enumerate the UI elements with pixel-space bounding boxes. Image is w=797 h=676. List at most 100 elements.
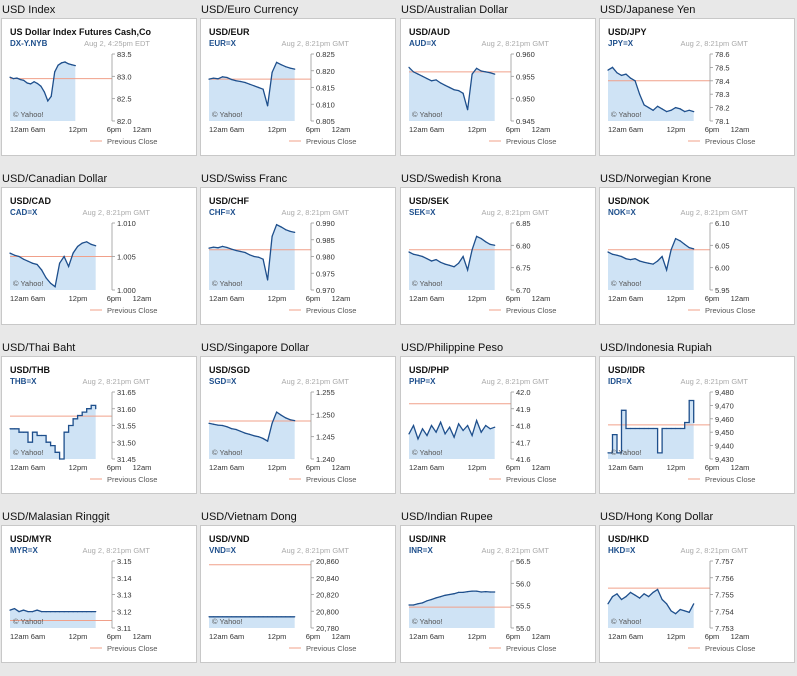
x-tick-label: 6pm [107,294,122,303]
x-tick-label: 12am [133,463,152,472]
x-tick-label: 12am [209,294,228,303]
y-tick-label: 0.955 [516,72,535,81]
data-point [12,78,14,80]
chart-card[interactable]: USD/SEK SEK=X Aug 2, 8:21pm GMT 6.85 6.80 6.7… [400,187,596,325]
data-point [666,111,668,113]
source-label: © Yahoo! [611,110,642,119]
data-point [50,282,52,284]
y-tick-label: 7.755 [715,591,734,600]
data-point [485,71,487,73]
data-point [412,71,415,73]
chart-card[interactable]: USD/VND VND=X Aug 2, 8:21pm GMT 20,860 20,84… [200,525,396,663]
legend-label: Previous Close [506,475,556,484]
x-tick-label: 6am [430,125,445,134]
chart-card[interactable]: USD/MYR MYR=X Aug 2, 8:21pm GMT 3.15 3.14 3.1… [1,525,197,663]
data-point [289,230,291,232]
data-point [95,611,97,613]
chart-card[interactable]: USD/PHP PHP=X Aug 2, 8:21pm GMT 42.0 41.9 41.… [400,356,596,494]
legend-label: Previous Close [306,475,356,484]
y-tick-label: 31.60 [117,405,136,414]
chart-cell: USD/Euro Currency USD/EUR EUR=X Aug 2, 8:21… [199,0,398,169]
y-tick-label: 1.000 [117,286,136,295]
data-point [36,434,38,437]
x-tick-label: 6pm [107,463,122,472]
chart-symbol-link: SEK=X [409,208,436,217]
data-point [476,590,478,592]
x-tick-label: 12pm [268,125,287,134]
chart-card[interactable]: USD/AUD AUD=X Aug 2, 8:21pm GMT 0.960 0.955 0… [400,18,596,156]
y-tick-label: 56.5 [516,557,531,566]
data-point [476,235,478,237]
data-point [262,437,264,440]
data-point [276,616,278,618]
chart-card[interactable]: USD/THB THB=X Aug 2, 8:21pm GMT 31.65 31.60 3… [1,356,197,494]
x-tick-label: 6pm [306,125,321,134]
data-point [63,431,65,433]
y-tick-label: 1.010 [117,219,136,228]
chart-card[interactable]: USD/CHF CHF=X Aug 2, 8:21pm GMT 0.990 0.985 0… [200,187,396,325]
data-point [27,260,29,262]
data-point [212,77,215,79]
data-point [666,427,668,430]
chart-cell: USD/Japanese Yen USD/JPY JPY=X Aug 2, 8:21p… [598,0,797,169]
chart-card[interactable]: USD/SGD SGD=X Aug 2, 8:21pm GMT 1.255 1.250 1… [200,356,396,494]
series-line [607,588,695,615]
data-point [244,81,246,84]
chart-cell: USD/Singapore Dollar USD/SGD SGD=X Aug 2, 8… [199,338,398,507]
y-tick-label: 83.0 [117,72,132,81]
series-line [409,590,495,606]
data-point [22,431,25,433]
data-point [453,266,455,268]
legend-label: Previous Close [705,644,755,653]
chart-card[interactable]: USD/JPY JPY=X Aug 2, 8:21pm GMT 78.6 78.5 78.… [599,18,795,156]
data-point [679,608,681,611]
chart-card[interactable]: USD/INR INR=X Aug 2, 8:21pm GMT 56.5 56.0 55.… [400,525,596,663]
data-point [629,591,632,593]
chart-card[interactable]: US Dollar Index Futures Cash,Co DX-Y.NYB A… [1,18,197,156]
data-point [688,247,690,249]
chart-card[interactable]: USD/HKD HKD=X Aug 2, 8:21pm GMT 7.757 7.756 7… [599,525,795,663]
data-point [36,609,38,611]
data-point [22,609,25,611]
data-point [444,263,446,265]
chart-heading: USD/Thai Baht [2,342,76,354]
data-point [253,435,255,437]
chart-symbol-title: USD/EUR [209,27,250,37]
data-point [253,255,255,258]
y-tick-label: 6.70 [516,286,531,295]
chart-card[interactable]: USD/CAD CAD=X Aug 2, 8:21pm GMT 1.010 1.005 1… [1,187,197,325]
chart-cell: USD/Vietnam Dong USD/VND VND=X Aug 2, 8:21p… [199,507,398,676]
y-tick-label: 41.9 [516,405,531,414]
data-point [72,611,74,613]
legend-label: Previous Close [705,306,755,315]
data-point [449,86,451,89]
y-tick-label: 0.820 [316,67,335,76]
chart-heading: USD/Malasian Ringgit [2,511,110,523]
data-point [258,256,260,258]
x-tick-label: 12pm [468,463,487,472]
data-point [679,240,681,242]
data-point [26,82,28,84]
data-point [693,603,695,605]
chart-card[interactable]: USD/IDR IDR=X Aug 2, 8:21pm GMT 9,480 9,470 9… [599,356,795,494]
source-label: © Yahoo! [412,110,443,119]
x-tick-label: 12pm [667,294,686,303]
chart-timestamp: Aug 2, 8:21pm GMT [281,546,349,555]
data-point [485,241,487,243]
y-tick-label: 9,430 [715,455,734,464]
x-tick-label: 12am [332,632,351,641]
chart-svg: USD/THB THB=X Aug 2, 8:21pm GMT 31.65 31.60 3… [9,365,157,484]
data-point [657,105,659,107]
chart-card[interactable]: USD/EUR EUR=X Aug 2, 8:21pm GMT 0.825 0.820 0… [200,18,396,156]
data-point [679,108,681,110]
y-tick-label: 42.0 [516,388,531,397]
x-tick-label: 6am [430,463,445,472]
chart-symbol-link: AUD=X [409,39,437,48]
chart-card[interactable]: USD/NOK NOK=X Aug 2, 8:21pm GMT 6.10 6.05 6.0… [599,187,795,325]
data-point [408,604,410,606]
data-point [212,246,215,248]
y-tick-label: 78.1 [715,117,730,126]
series-area [608,589,694,628]
data-point [435,79,437,81]
y-tick-label: 0.815 [316,84,335,93]
